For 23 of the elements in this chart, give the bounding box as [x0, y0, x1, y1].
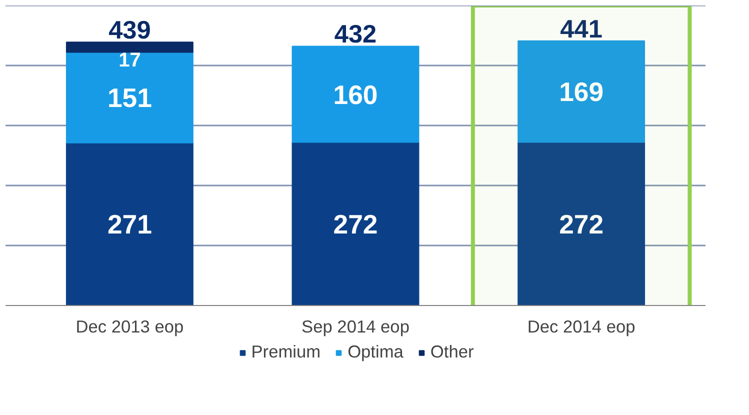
total-label: 441 — [560, 15, 602, 44]
bar — [518, 40, 646, 143]
total-label: 432 — [334, 20, 377, 49]
bar — [518, 142, 646, 306]
data-label: 151 — [107, 83, 152, 114]
data-label: 272 — [559, 209, 604, 240]
data-label: 271 — [107, 210, 152, 240]
x-tick-label: Sep 2014 eop — [302, 316, 410, 336]
bar — [292, 46, 420, 143]
bar — [66, 142, 194, 306]
data-label: 160 — [333, 80, 378, 110]
x-tick-label: Dec 2014 eop — [527, 316, 636, 336]
legend-label: Premium — [251, 342, 321, 362]
bar — [66, 52, 194, 144]
legend-label: Optima — [348, 342, 404, 362]
data-label: 17 — [118, 49, 141, 72]
data-label: 169 — [559, 77, 604, 108]
x-tick-label: Dec 2013 eop — [76, 316, 184, 336]
bar — [66, 42, 194, 53]
bar — [292, 142, 420, 306]
legend-label: Other — [430, 342, 474, 362]
data-label: 272 — [333, 209, 378, 240]
total-label: 439 — [108, 16, 151, 44]
